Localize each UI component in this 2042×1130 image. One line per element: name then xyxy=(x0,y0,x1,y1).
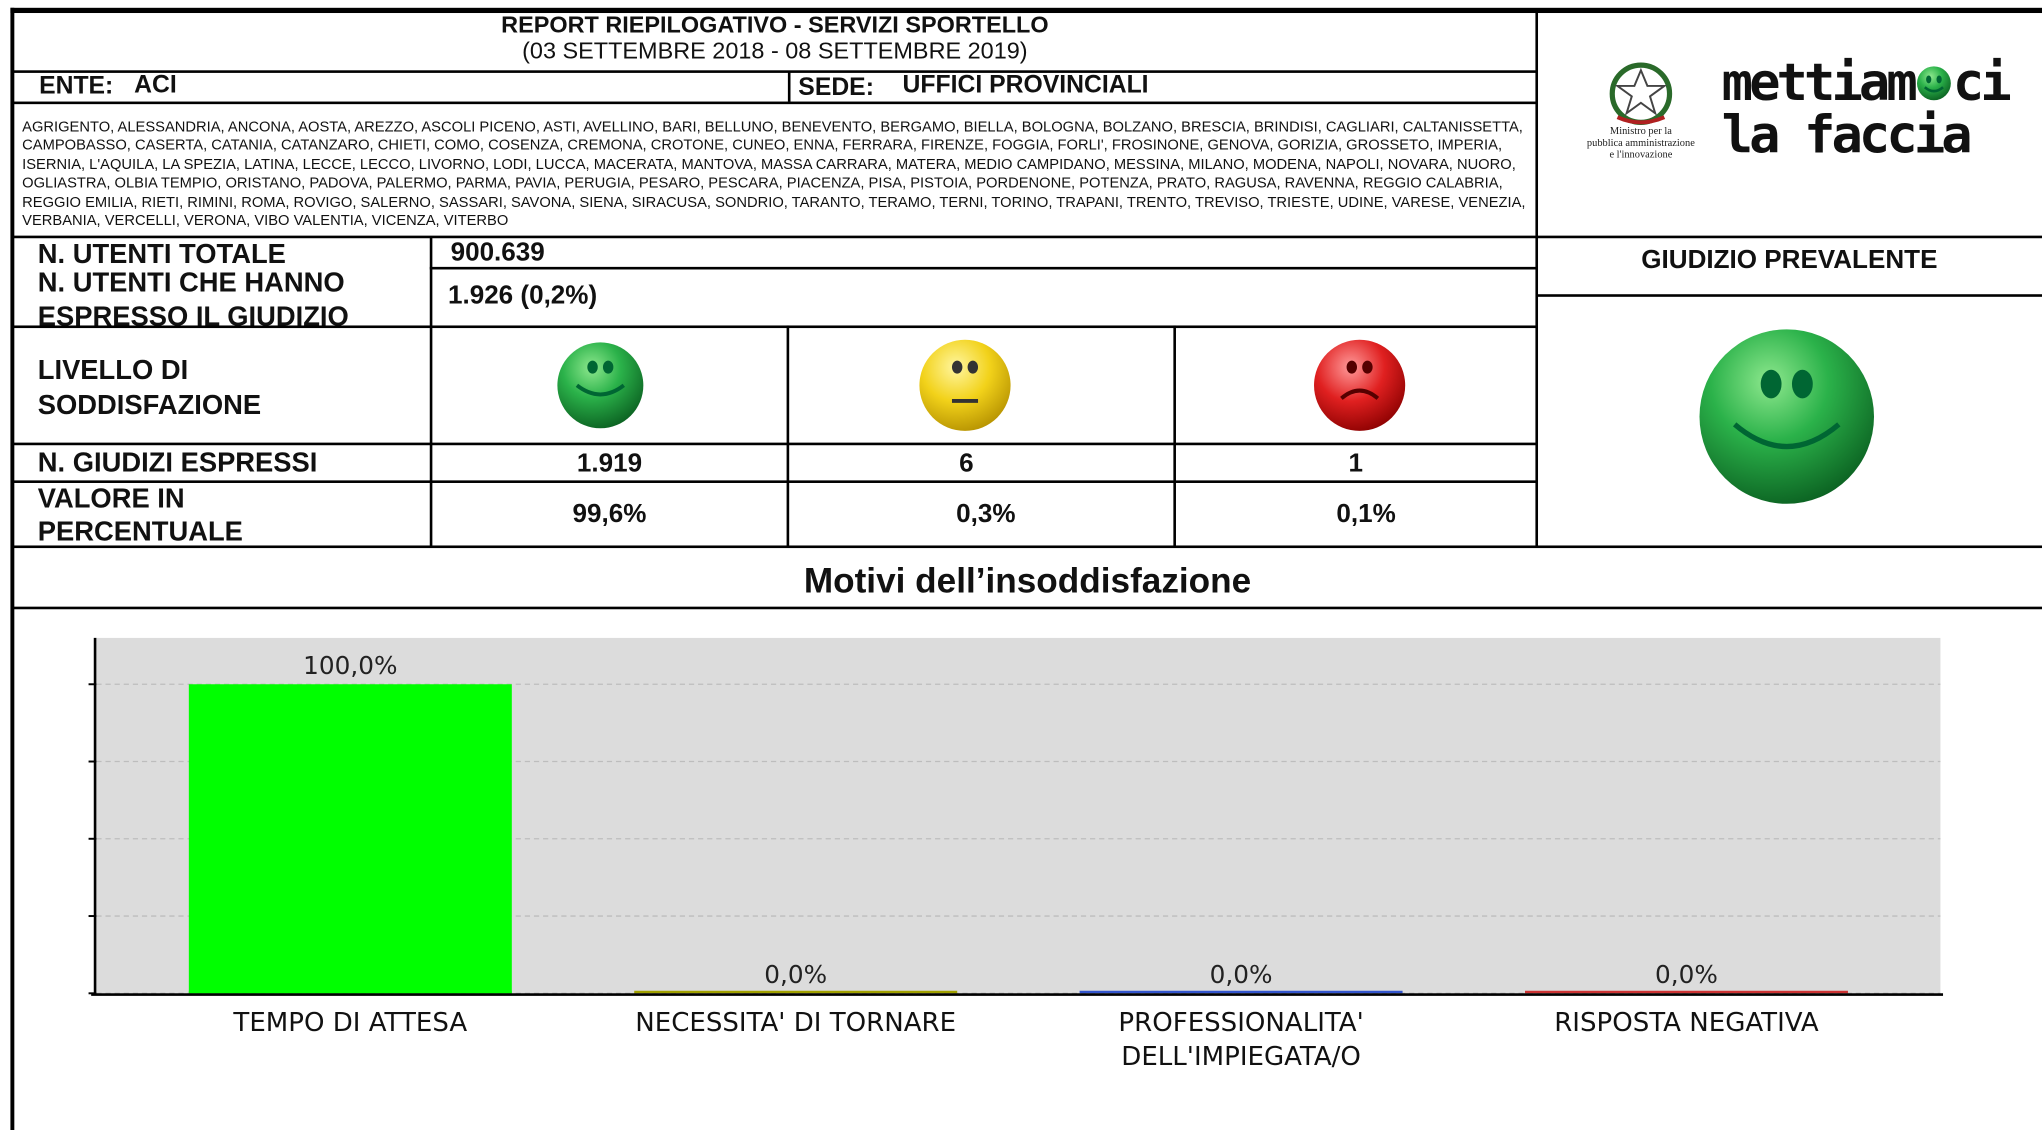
x-tick-label: PROFESSIONALITA' DELL'IMPIEGATA/O xyxy=(1078,1005,1404,1073)
x-tick-label: TEMPO DI ATTESA xyxy=(188,1005,514,1039)
report: REPORT RIEPILOGATIVO - SERVIZI SPORTELLO… xyxy=(0,0,2042,1130)
x-tick-label: RISPOSTA NEGATIVA xyxy=(1524,1005,1850,1039)
x-tick-label: NECESSITA' DI TORNARE xyxy=(633,1005,959,1039)
x-labels: TEMPO DI ATTESA NECESSITA' DI TORNARE PROF… xyxy=(0,0,2042,1130)
